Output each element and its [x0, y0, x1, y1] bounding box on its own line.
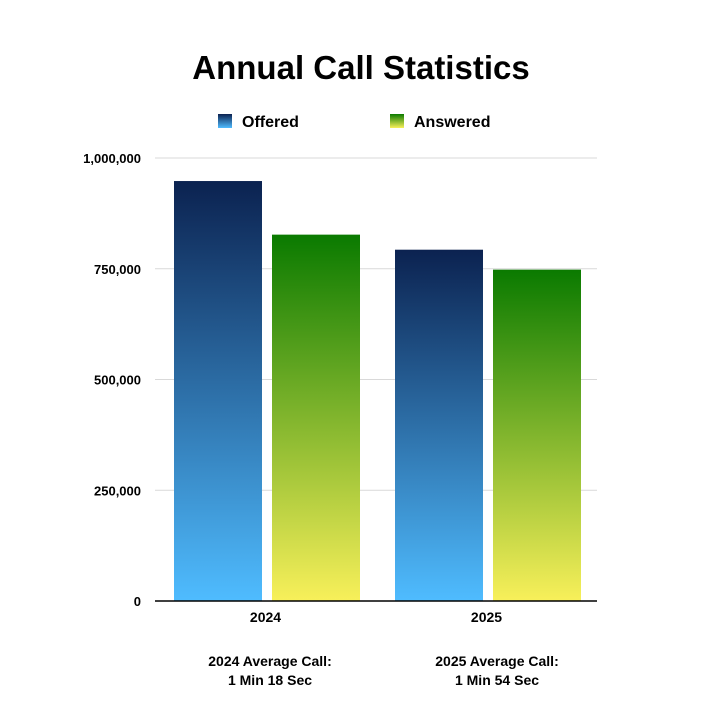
legend-swatch-offered [218, 114, 232, 128]
legend-label-offered: Offered [242, 114, 299, 131]
y-tick-label: 1,000,000 [83, 151, 141, 166]
x-tick-label-2024: 2024 [250, 609, 281, 625]
y-tick-label: 0 [134, 594, 141, 609]
y-axis: 0 250,000 500,000 750,000 1,000,000 [83, 151, 141, 609]
average-call-note-2025: 2025 Average Call: 1 Min 54 Sec [387, 652, 607, 690]
average-call-note-2024-line1: 2024 Average Call: [208, 653, 332, 669]
bar-offered-2024 [174, 181, 262, 601]
chart-title: Annual Call Statistics [192, 49, 529, 86]
bar-answered-2024 [272, 234, 360, 601]
legend-swatch-answered [390, 114, 404, 128]
average-call-note-2024: 2024 Average Call: 1 Min 18 Sec [160, 652, 380, 690]
legend-label-answered: Answered [414, 114, 490, 131]
average-call-note-2025-line1: 2025 Average Call: [435, 653, 559, 669]
y-tick-label: 250,000 [94, 483, 141, 498]
x-tick-label-2025: 2025 [471, 609, 502, 625]
bars [174, 181, 581, 602]
y-tick-label: 750,000 [94, 262, 141, 277]
average-call-note-2025-line2: 1 Min 54 Sec [454, 672, 540, 688]
y-tick-label: 500,000 [94, 373, 141, 388]
average-call-note-2024-line2: 1 Min 18 Sec [227, 672, 313, 688]
x-axis: 2024 2025 [155, 600, 597, 625]
bar-offered-2025 [395, 249, 483, 602]
legend: Offered Answered [218, 114, 490, 131]
bar-answered-2025 [493, 269, 581, 601]
